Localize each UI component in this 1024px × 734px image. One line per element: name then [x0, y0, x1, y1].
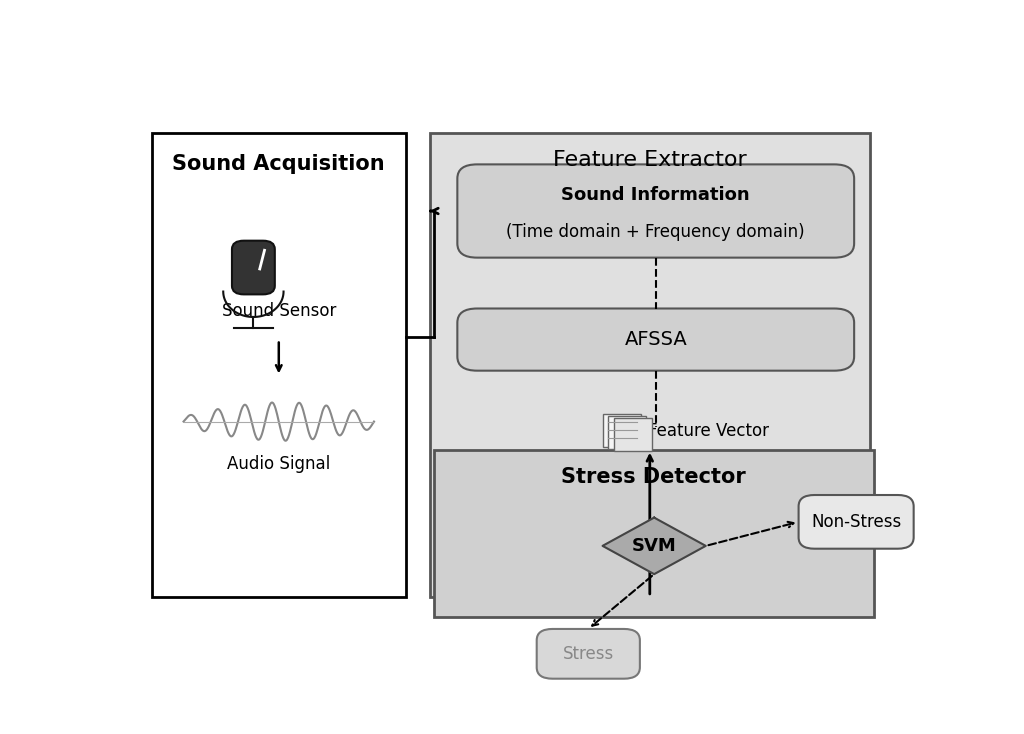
FancyBboxPatch shape	[458, 164, 854, 258]
Text: Sound Sensor: Sound Sensor	[221, 302, 336, 320]
Bar	[430, 134, 870, 597]
Text: Stress Detector: Stress Detector	[561, 467, 746, 487]
Text: Sound Information: Sound Information	[561, 186, 750, 204]
Text: Sound Acquisition: Sound Acquisition	[172, 154, 385, 175]
Text: (Time domain + Frequency domain): (Time domain + Frequency domain)	[507, 222, 805, 241]
FancyBboxPatch shape	[537, 629, 640, 679]
FancyBboxPatch shape	[608, 416, 646, 449]
Polygon shape	[602, 517, 706, 574]
Text: Stress: Stress	[562, 645, 614, 663]
Text: Non-Stress: Non-Stress	[811, 513, 901, 531]
Text: Feature Vector: Feature Vector	[647, 421, 769, 440]
Bar	[433, 450, 874, 617]
FancyBboxPatch shape	[232, 241, 274, 294]
Text: SVM: SVM	[632, 537, 677, 555]
FancyBboxPatch shape	[602, 414, 641, 447]
Bar	[152, 134, 406, 597]
FancyBboxPatch shape	[799, 495, 913, 549]
Text: Feature Extractor: Feature Extractor	[553, 150, 746, 170]
FancyBboxPatch shape	[613, 418, 652, 451]
Text: AFSSA: AFSSA	[625, 330, 687, 349]
FancyBboxPatch shape	[458, 308, 854, 371]
Text: Audio Signal: Audio Signal	[227, 455, 331, 473]
